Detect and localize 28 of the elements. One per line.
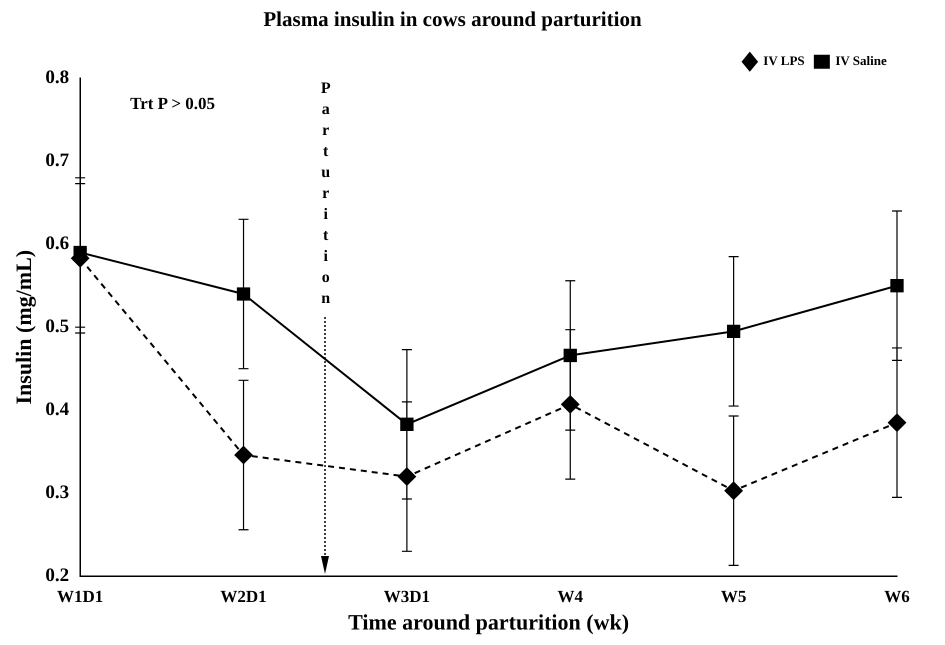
annotation: Trt P > 0.05 [130,94,216,114]
y-tick-label: 0.6 [45,233,70,254]
x-tick-label: W6 [884,586,910,606]
point [724,482,743,500]
x-tick-label: W1D1 [57,586,104,606]
point [400,418,414,431]
point [398,468,416,486]
point [236,287,250,301]
point [888,414,906,432]
x-tick-label: W3D1 [384,586,430,606]
x-axis-title: Time around parturition (wk) [348,609,630,634]
x-tick-label: W5 [720,586,746,606]
x-tick-label: W2D1 [220,586,267,606]
point [564,348,577,362]
x-tick-label: W4 [558,586,584,606]
annotation: Parturition [316,80,334,312]
chart-title: Plasma insulin in cows around parturition [263,7,642,32]
point [726,324,740,338]
y-tick-label: 0.5 [45,316,70,338]
y-tick-label: 0.4 [45,399,70,420]
y-axis-title: Insulin (mg/mL) [10,250,36,405]
legend-label: IV Saline [835,53,887,68]
point [890,279,904,292]
y-tick-label: 0.7 [45,150,70,172]
y-tick-label: 0.8 [45,67,70,88]
y-tick-label: 0.3 [45,482,70,504]
legend-label: IV LPS [763,53,805,68]
y-tick-label: 0.2 [45,565,70,586]
